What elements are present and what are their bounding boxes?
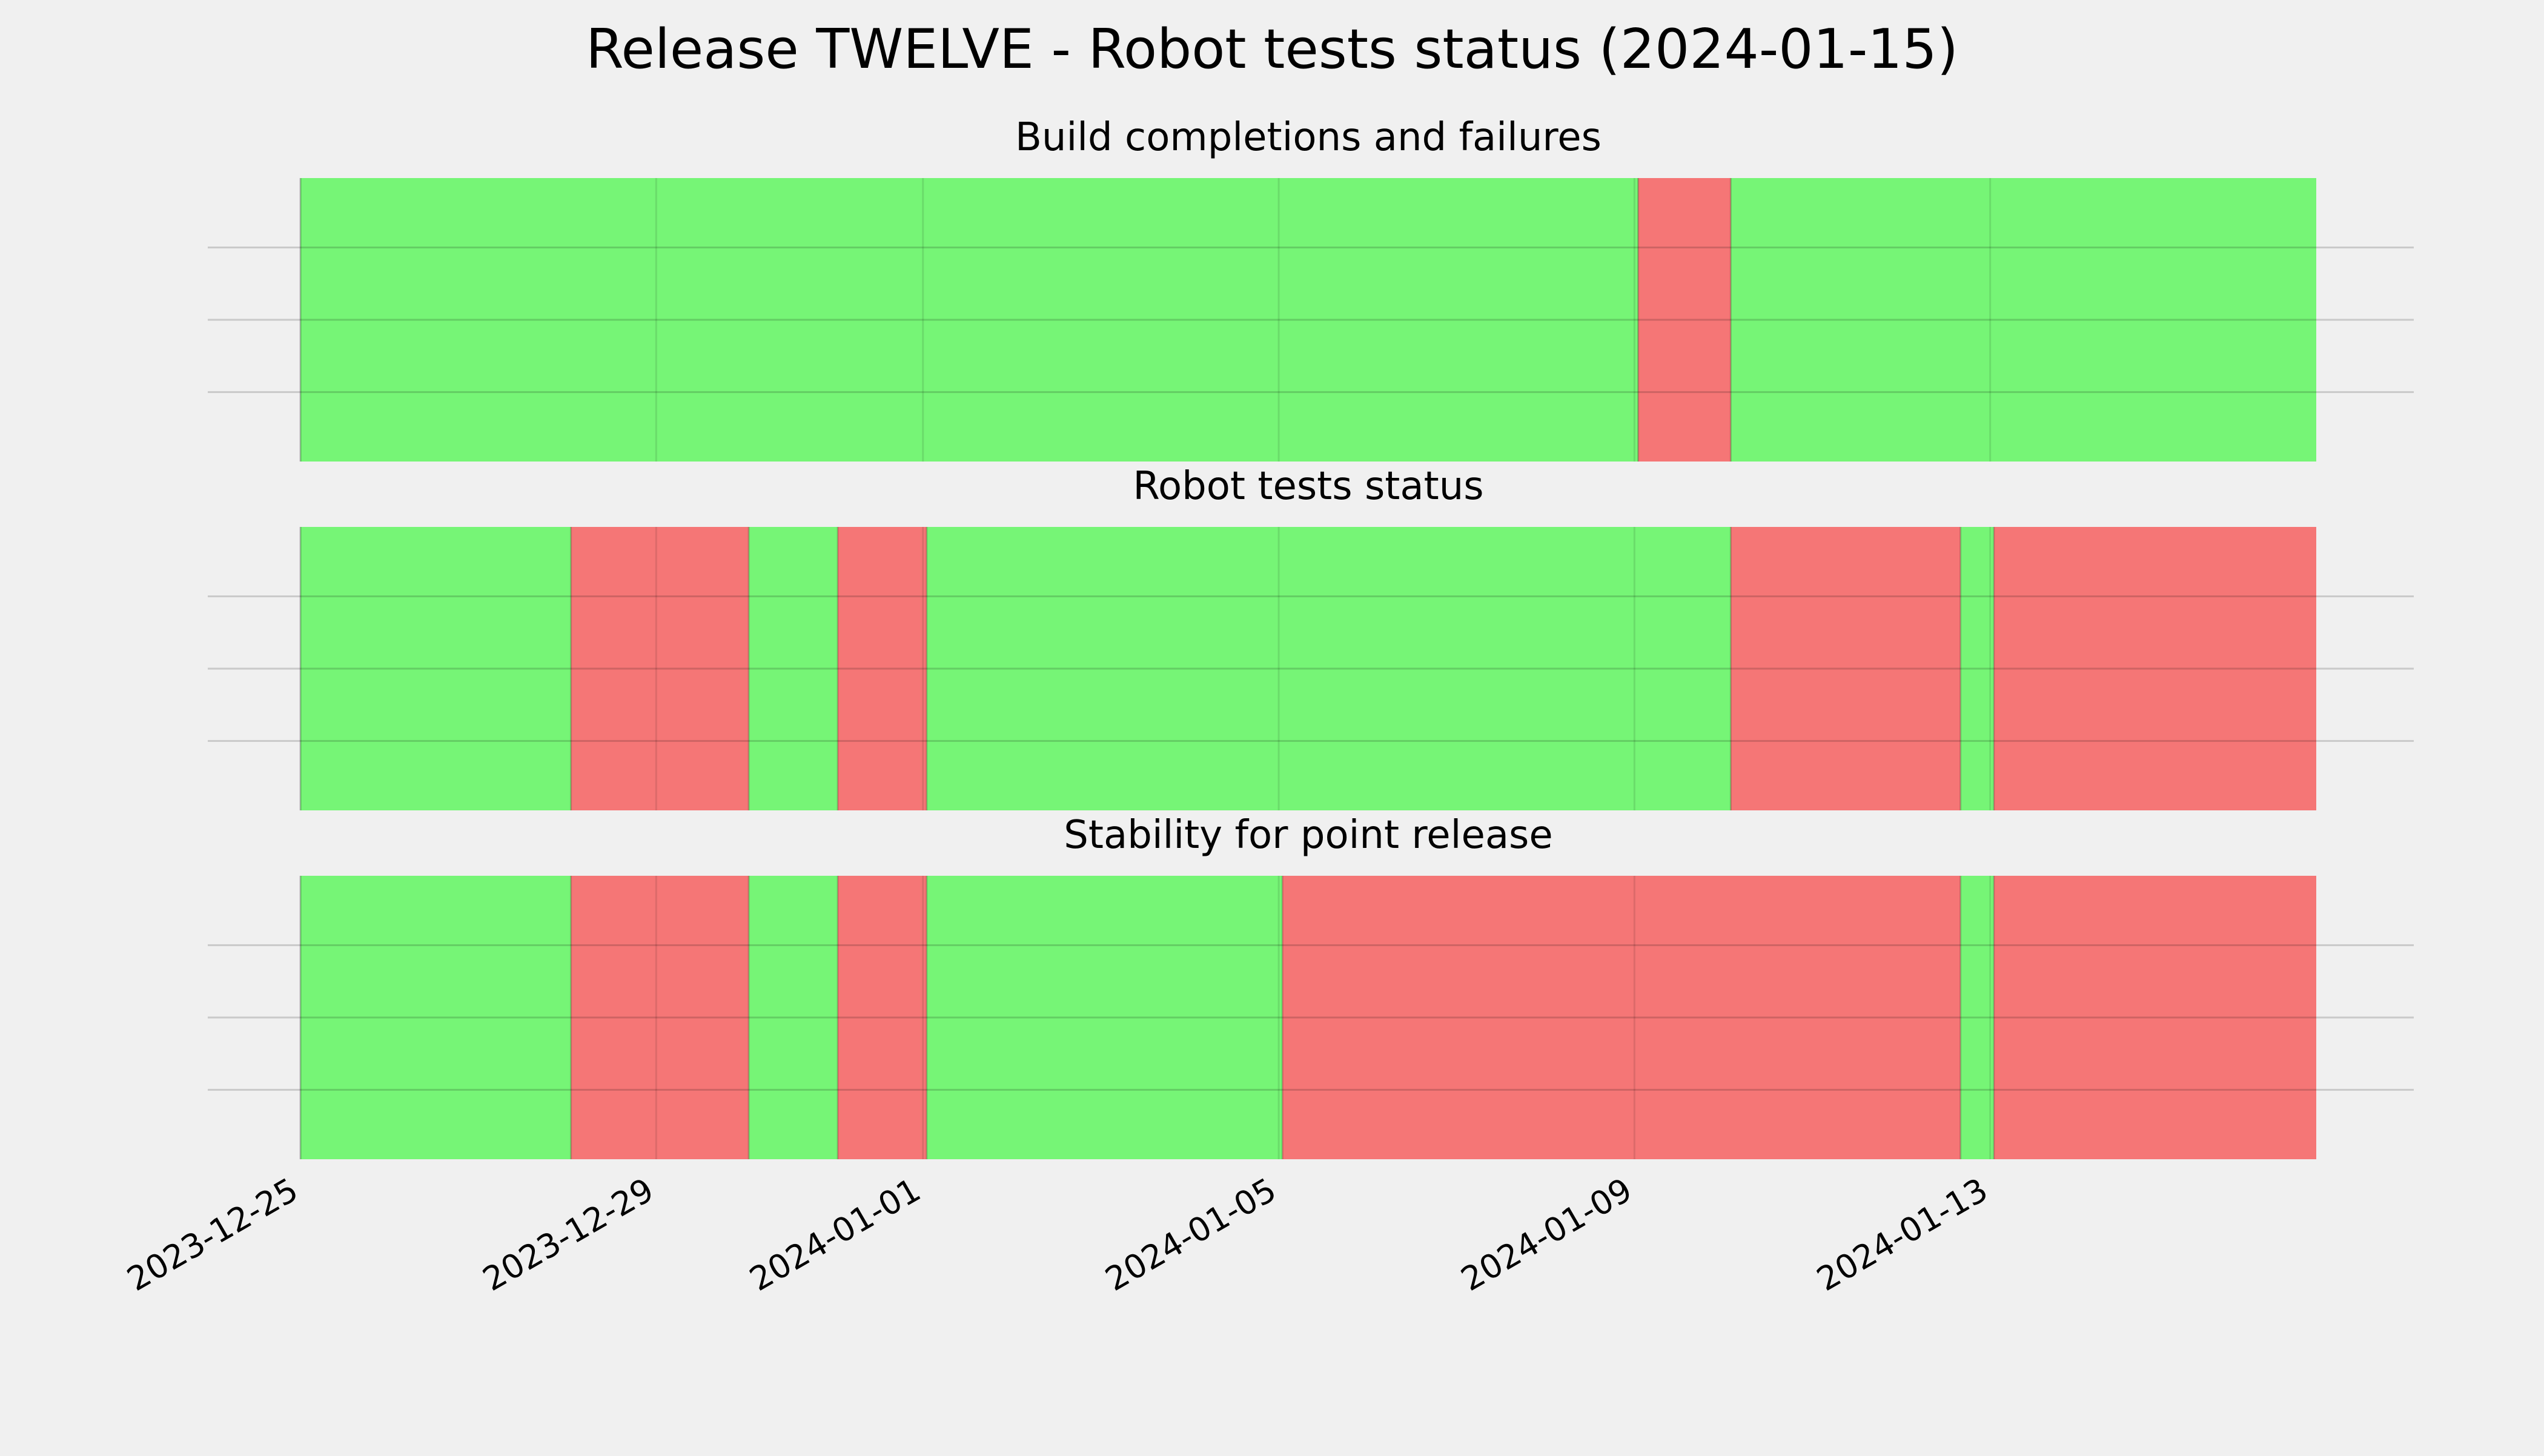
x-tick-label: 2024-01-05 [1099,1171,1282,1299]
x-tick-label: 2023-12-25 [121,1171,304,1299]
status-segment-pass [300,876,571,1159]
status-segment-fail [571,876,749,1159]
status-segment-fail [571,527,749,810]
panel-1: Build completions and failures [208,115,2414,462]
status-segment-fail [1993,527,2316,810]
status-segment-pass [749,527,838,810]
status-segment-pass [1960,527,1994,810]
status-segment-fail [1731,527,1961,810]
x-tick-label: 2024-01-13 [1810,1171,1994,1299]
x-tick-label: 2023-12-29 [477,1171,660,1299]
status-segment-fail [838,527,927,810]
status-segment-pass [926,876,1283,1159]
panel-2: Robot tests status [208,464,2414,810]
status-segment-fail [838,876,927,1159]
status-segment-pass [926,527,1731,810]
status-segment-fail [1638,178,1731,462]
chart-title: Release TWELVE - Robot tests status (202… [586,18,1958,81]
panels-layer: Build completions and failures Robot test… [208,115,2414,1159]
panel-3: Stability for point release [208,813,2414,1159]
status-segment-pass [1731,178,2316,462]
status-segment-fail [1993,876,2316,1159]
panel-title: Build completions and failures [1015,115,1602,160]
status-segment-pass [1960,876,1994,1159]
x-axis: 2023-12-25 2023-12-29 2024-01-01 2024-01-05… [121,1171,1994,1299]
status-segment-pass [749,876,838,1159]
panel-title: Robot tests status [1133,464,1483,509]
x-tick-label: 2024-01-09 [1455,1171,1638,1299]
panel-title: Stability for point release [1064,813,1553,858]
status-segment-pass [300,527,571,810]
status-segment-fail [1282,876,1961,1159]
status-segment-pass [300,178,1638,462]
x-tick-label: 2024-01-01 [743,1171,927,1299]
